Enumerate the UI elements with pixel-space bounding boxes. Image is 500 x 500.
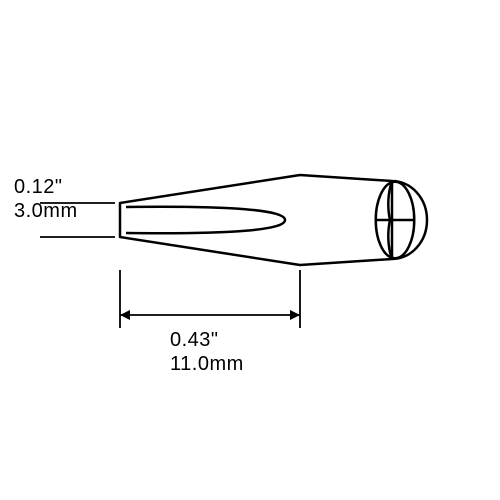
height-inches: 0.12" (14, 175, 78, 199)
technical-drawing: 0.12" 3.0mm 0.43" 11.0mm (0, 0, 500, 500)
height-mm: 3.0mm (14, 199, 78, 223)
height-dimension-label: 0.12" 3.0mm (14, 175, 78, 223)
length-inches: 0.43" (170, 328, 244, 352)
drawing-svg (0, 0, 500, 500)
length-mm: 11.0mm (170, 352, 244, 376)
length-dimension-label: 0.43" 11.0mm (170, 328, 244, 376)
